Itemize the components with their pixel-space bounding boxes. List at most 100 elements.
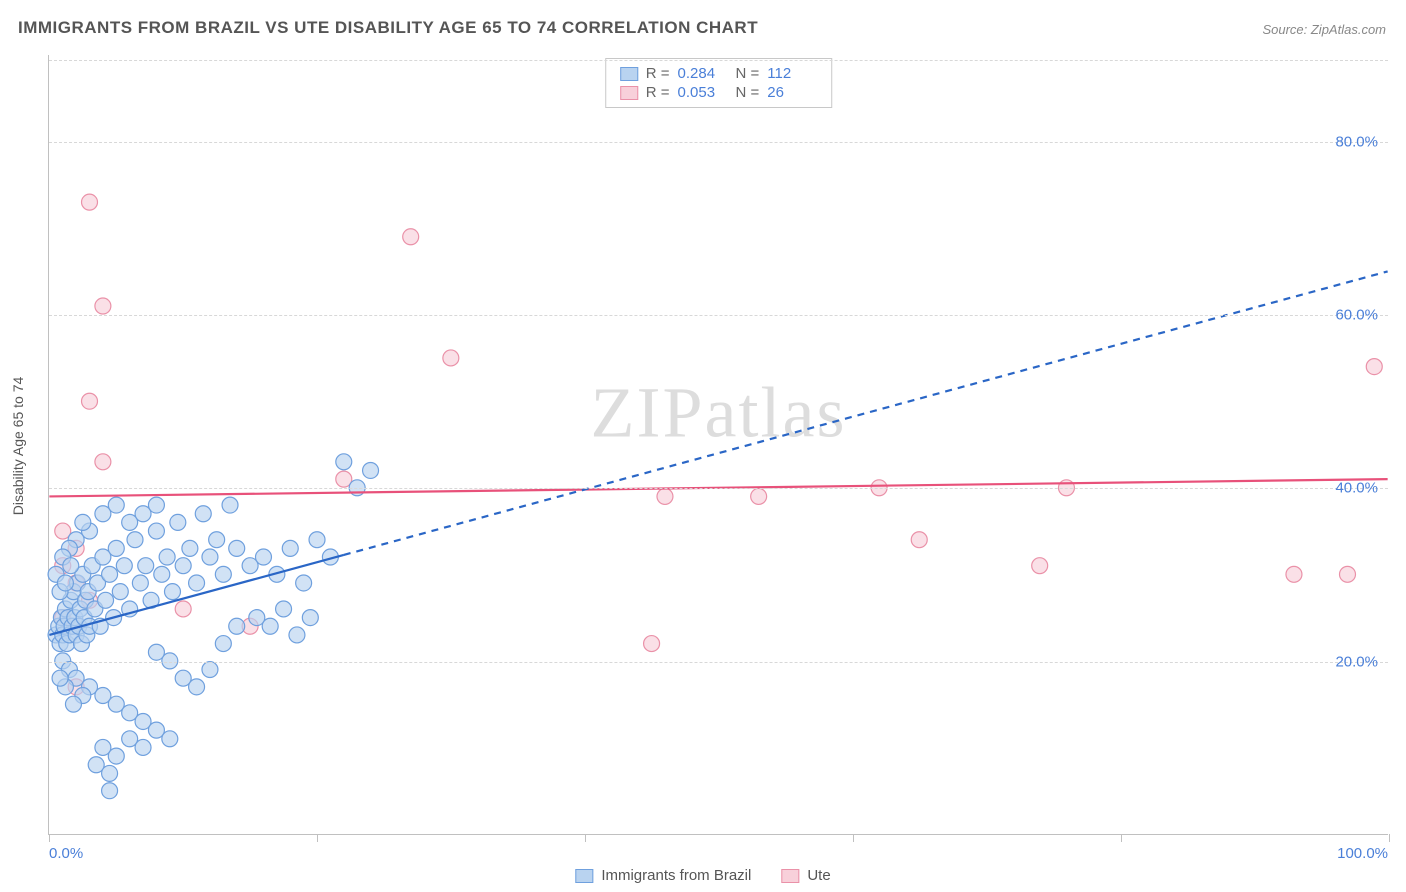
scatter-point-brazil: [116, 558, 132, 574]
trendline-brazil-dashed: [344, 271, 1388, 555]
scatter-point-brazil: [229, 618, 245, 634]
scatter-point-brazil: [289, 627, 305, 643]
x-tick: [317, 834, 318, 842]
x-tick-label: 100.0%: [1337, 845, 1388, 862]
scatter-svg: [49, 55, 1388, 834]
scatter-point-brazil: [102, 765, 118, 781]
scatter-point-brazil: [112, 584, 128, 600]
chart-container: IMMIGRANTS FROM BRAZIL VS UTE DISABILITY…: [0, 0, 1406, 892]
y-axis-label: Disability Age 65 to 74: [10, 377, 26, 516]
gridline-h: [49, 488, 1388, 489]
scatter-point-brazil: [108, 748, 124, 764]
n-label-2: N =: [736, 84, 760, 101]
scatter-point-brazil: [363, 462, 379, 478]
scatter-point-brazil: [229, 540, 245, 556]
stats-legend-box: R = 0.284 N = 112 R = 0.053 N = 26: [605, 58, 833, 108]
x-tick: [853, 834, 854, 842]
scatter-point-brazil: [262, 618, 278, 634]
scatter-point-ute: [911, 532, 927, 548]
n-value-brazil: 112: [767, 65, 817, 82]
gridline-h: [49, 662, 1388, 663]
scatter-point-ute: [1032, 558, 1048, 574]
scatter-point-brazil: [222, 497, 238, 513]
scatter-point-ute: [751, 488, 767, 504]
scatter-point-brazil: [296, 575, 312, 591]
n-label: N =: [736, 65, 760, 82]
scatter-point-brazil: [209, 532, 225, 548]
x-tick: [1121, 834, 1122, 842]
scatter-point-ute: [82, 194, 98, 210]
scatter-point-brazil: [98, 592, 114, 608]
scatter-point-brazil: [102, 566, 118, 582]
scatter-point-ute: [1286, 566, 1302, 582]
swatch-brazil: [620, 67, 638, 81]
scatter-point-ute: [644, 636, 660, 652]
scatter-point-brazil: [127, 532, 143, 548]
scatter-point-brazil: [148, 644, 164, 660]
scatter-point-brazil: [182, 540, 198, 556]
scatter-point-ute: [403, 229, 419, 245]
scatter-point-brazil: [255, 549, 271, 565]
scatter-point-brazil: [108, 540, 124, 556]
scatter-point-brazil: [148, 523, 164, 539]
legend-label-ute: Ute: [807, 867, 830, 884]
scatter-point-brazil: [336, 454, 352, 470]
scatter-point-brazil: [102, 783, 118, 799]
scatter-point-ute: [82, 393, 98, 409]
scatter-point-brazil: [108, 497, 124, 513]
scatter-point-brazil: [132, 575, 148, 591]
stats-row-ute: R = 0.053 N = 26: [620, 83, 818, 102]
x-tick-label: 0.0%: [49, 845, 83, 862]
y-tick-label: 60.0%: [1335, 307, 1378, 324]
scatter-point-ute: [443, 350, 459, 366]
scatter-point-brazil: [57, 575, 73, 591]
stats-row-brazil: R = 0.284 N = 112: [620, 64, 818, 83]
scatter-point-brazil: [170, 514, 186, 530]
gridline-h: [49, 142, 1388, 143]
scatter-point-brazil: [215, 566, 231, 582]
scatter-point-brazil: [159, 549, 175, 565]
scatter-point-ute: [657, 488, 673, 504]
scatter-point-brazil: [215, 636, 231, 652]
legend-swatch-brazil: [575, 869, 593, 883]
scatter-point-brazil: [189, 575, 205, 591]
scatter-point-ute: [95, 454, 111, 470]
scatter-point-ute: [1340, 566, 1356, 582]
scatter-point-brazil: [189, 679, 205, 695]
source-attribution: Source: ZipAtlas.com: [1262, 22, 1386, 37]
r-value-brazil: 0.284: [678, 65, 728, 82]
scatter-point-brazil: [65, 696, 81, 712]
scatter-point-brazil: [202, 662, 218, 678]
legend-item-ute: Ute: [781, 867, 830, 884]
scatter-point-brazil: [282, 540, 298, 556]
gridline-h: [49, 60, 1388, 61]
n-value-ute: 26: [767, 84, 817, 101]
scatter-point-brazil: [162, 731, 178, 747]
scatter-point-brazil: [276, 601, 292, 617]
x-tick: [49, 834, 50, 842]
legend-item-brazil: Immigrants from Brazil: [575, 867, 751, 884]
scatter-point-brazil: [138, 558, 154, 574]
y-tick-label: 20.0%: [1335, 653, 1378, 670]
legend-label-brazil: Immigrants from Brazil: [601, 867, 751, 884]
scatter-point-brazil: [154, 566, 170, 582]
scatter-point-brazil: [135, 739, 151, 755]
scatter-point-brazil: [148, 497, 164, 513]
plot-area: ZIPatlas R = 0.284 N = 112 R = 0.053 N =…: [48, 55, 1388, 835]
bottom-legend: Immigrants from Brazil Ute: [575, 867, 830, 884]
legend-swatch-ute: [781, 869, 799, 883]
r-value-ute: 0.053: [678, 84, 728, 101]
scatter-point-brazil: [75, 514, 91, 530]
y-tick-label: 80.0%: [1335, 133, 1378, 150]
x-tick: [1389, 834, 1390, 842]
x-tick: [585, 834, 586, 842]
scatter-point-ute: [175, 601, 191, 617]
gridline-h: [49, 315, 1388, 316]
scatter-point-brazil: [63, 558, 79, 574]
chart-title: IMMIGRANTS FROM BRAZIL VS UTE DISABILITY…: [18, 18, 758, 38]
scatter-point-ute: [1366, 359, 1382, 375]
scatter-point-ute: [95, 298, 111, 314]
scatter-point-brazil: [52, 670, 68, 686]
scatter-point-brazil: [302, 610, 318, 626]
scatter-point-brazil: [195, 506, 211, 522]
